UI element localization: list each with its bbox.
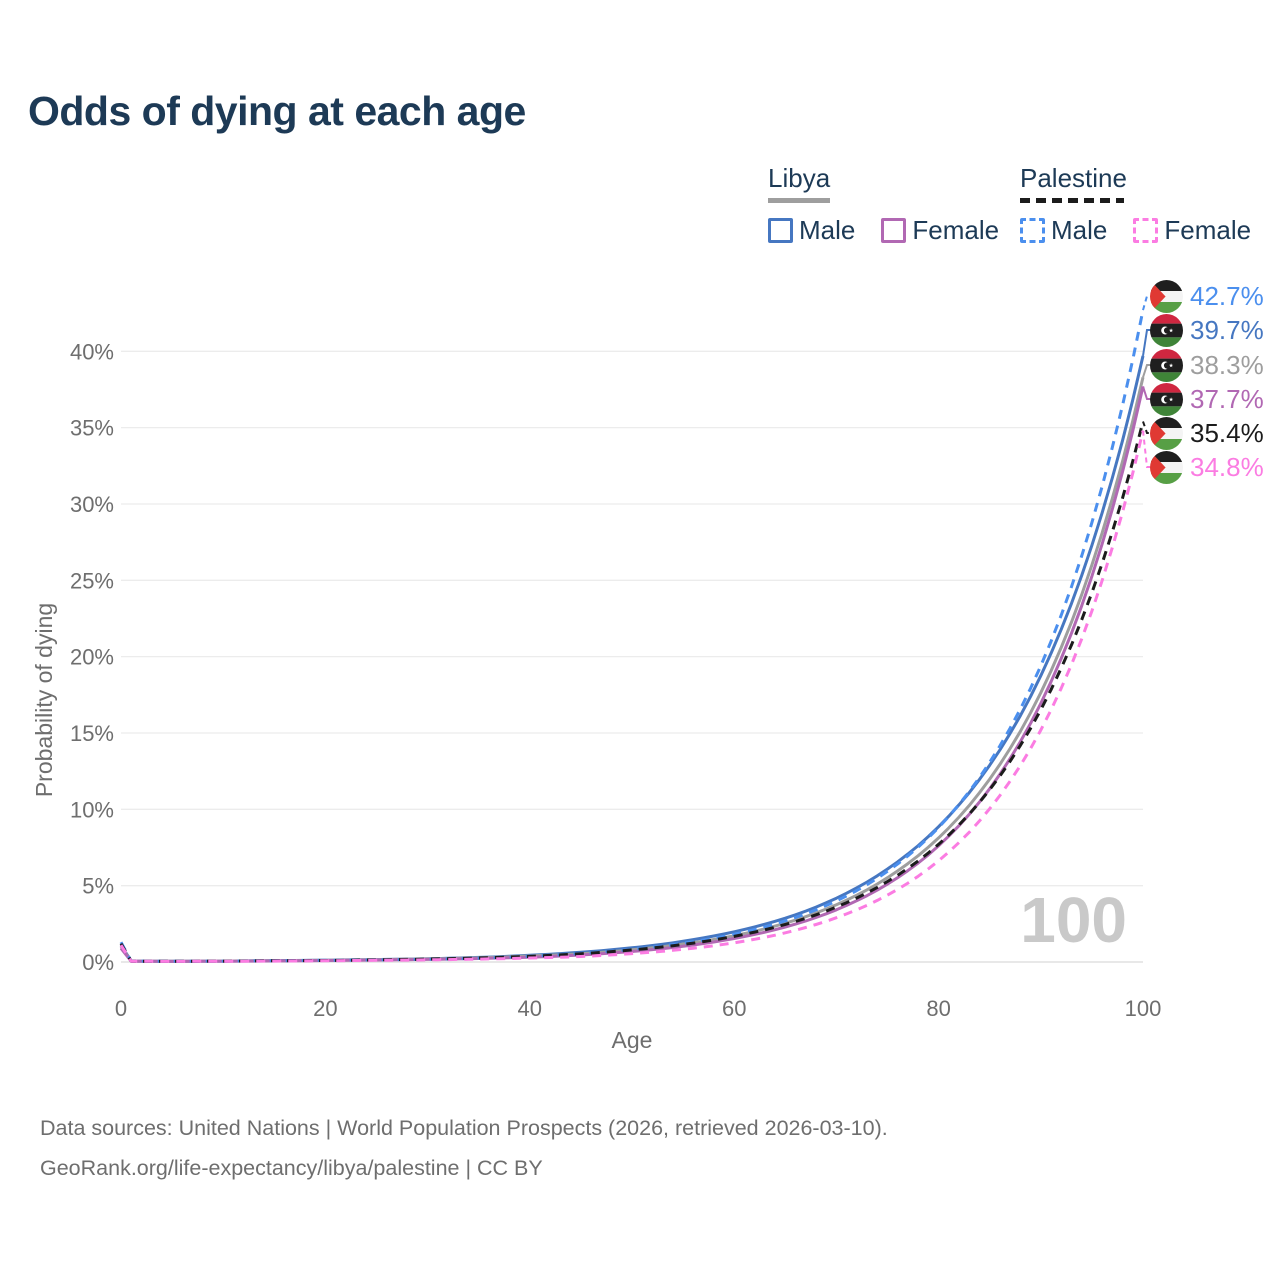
y-tick-label: 15% bbox=[70, 721, 114, 746]
end-value-libya-female: 37.7% bbox=[1190, 383, 1264, 414]
age-watermark: 100 bbox=[1020, 884, 1127, 956]
leader-line-libya bbox=[1142, 364, 1151, 378]
legend-group-palestine: Palestine Male Female bbox=[1020, 163, 1251, 246]
x-tick-label: 100 bbox=[1125, 996, 1162, 1021]
end-label-palestine-female: 34.8% bbox=[1150, 450, 1264, 484]
legend-item-libya-female[interactable]: Female bbox=[881, 215, 999, 246]
legend-label-libya-female: Female bbox=[912, 215, 1000, 245]
line-palestine-male bbox=[119, 309, 1145, 963]
end-value-palestine-male: 42.7% bbox=[1190, 280, 1264, 311]
x-tick-label: 60 bbox=[722, 996, 746, 1021]
end-label-libya: 38.3% bbox=[1150, 348, 1264, 382]
y-tick-label: 5% bbox=[82, 874, 114, 899]
line-libya bbox=[119, 376, 1145, 963]
libya-flag-icon bbox=[1150, 313, 1183, 347]
legend-underline-libya-solid bbox=[768, 198, 830, 203]
leader-line-palestine bbox=[1142, 421, 1151, 434]
end-label-palestine: 35.4% bbox=[1150, 416, 1264, 450]
palestine-male-swatch-icon bbox=[1020, 218, 1045, 243]
end-label-palestine-male: 42.7% bbox=[1150, 279, 1264, 313]
legend-label-palestine-male: Male bbox=[1051, 215, 1108, 245]
x-axis-title: Age bbox=[612, 1027, 653, 1053]
footer-data-sources: Data sources: United Nations | World Pop… bbox=[40, 1116, 888, 1140]
leader-line-libya-male bbox=[1142, 329, 1151, 357]
y-tick-label: 20% bbox=[70, 645, 114, 670]
y-tick-label: 0% bbox=[82, 950, 114, 975]
leader-line-palestine-male bbox=[1142, 295, 1151, 311]
footer: Data sources: United Nations | World Pop… bbox=[40, 1108, 888, 1188]
legend-country-palestine: Palestine bbox=[1020, 163, 1127, 193]
legend-group-libya: Libya Male Female bbox=[768, 163, 999, 246]
end-value-libya-male: 39.7% bbox=[1190, 314, 1264, 345]
line-libya-male bbox=[119, 355, 1145, 963]
legend-item-libya-male[interactable]: Male bbox=[768, 215, 855, 246]
legend-label-libya-male: Male bbox=[799, 215, 856, 245]
palestine-flag-icon bbox=[1150, 279, 1183, 313]
page-title: Odds of dying at each age bbox=[28, 88, 526, 134]
line-palestine bbox=[119, 421, 1145, 963]
legend-underline-palestine-dashed bbox=[1020, 198, 1124, 203]
end-label-libya-male: 39.7% bbox=[1150, 313, 1264, 347]
x-tick-label: 0 bbox=[115, 996, 127, 1021]
y-axis-title: Probability of dying bbox=[31, 603, 57, 797]
palestine-flag-icon bbox=[1150, 416, 1183, 450]
x-tick-label: 80 bbox=[926, 996, 950, 1021]
legend-item-palestine-male[interactable]: Male bbox=[1020, 215, 1107, 246]
legend-label-palestine-female: Female bbox=[1164, 215, 1252, 245]
y-tick-label: 30% bbox=[70, 492, 114, 517]
y-tick-label: 35% bbox=[70, 416, 114, 441]
footer-attribution: GeoRank.org/life-expectancy/libya/palest… bbox=[40, 1156, 543, 1180]
y-tick-label: 10% bbox=[70, 797, 114, 822]
line-libya-female bbox=[119, 386, 1145, 963]
end-value-palestine: 35.4% bbox=[1190, 417, 1264, 448]
line-palestine-female bbox=[119, 430, 1145, 963]
libya-male-swatch-icon bbox=[768, 218, 793, 243]
legend-country-libya: Libya bbox=[768, 163, 831, 193]
y-tick-label: 25% bbox=[70, 568, 114, 593]
palestine-flag-icon bbox=[1150, 450, 1183, 484]
x-tick-label: 20 bbox=[313, 996, 337, 1021]
end-label-libya-female: 37.7% bbox=[1150, 382, 1264, 416]
leader-line-libya-female bbox=[1142, 386, 1151, 400]
legend-item-palestine-female[interactable]: Female bbox=[1133, 215, 1251, 246]
libya-flag-icon bbox=[1150, 382, 1183, 416]
x-tick-label: 40 bbox=[518, 996, 542, 1021]
end-value-palestine-female: 34.8% bbox=[1190, 451, 1264, 482]
end-value-libya: 38.3% bbox=[1190, 349, 1264, 380]
palestine-female-swatch-icon bbox=[1133, 218, 1159, 243]
leader-line-palestine-female bbox=[1142, 430, 1151, 468]
y-tick-label: 40% bbox=[70, 339, 114, 364]
libya-flag-icon bbox=[1150, 348, 1183, 382]
libya-female-swatch-icon bbox=[881, 218, 907, 243]
